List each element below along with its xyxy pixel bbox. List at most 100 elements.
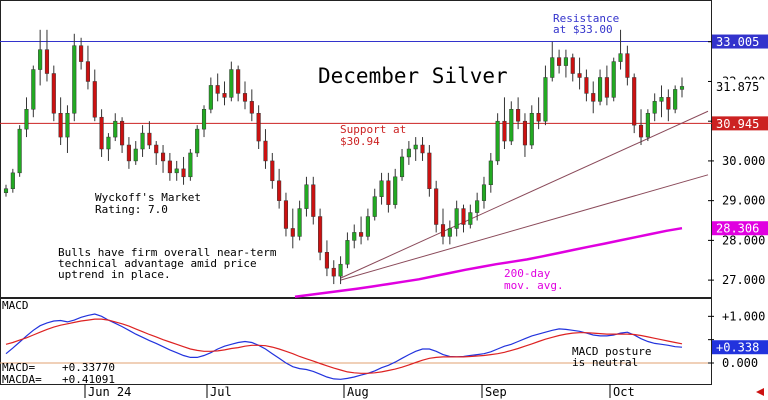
macd-note-line2: is neutral: [572, 356, 638, 369]
level-lines: [0, 41, 712, 124]
macd-signal-line: [5, 318, 683, 374]
candle-body: [509, 109, 514, 142]
candle-body: [638, 124, 644, 138]
candle-body: [645, 112, 650, 138]
candle-body: [283, 200, 289, 229]
candle-body: [3, 188, 9, 193]
x-tick-label: Oct: [613, 385, 635, 399]
candle-body: [236, 69, 241, 94]
candle-body: [529, 112, 534, 146]
y-tick-label: 30.000: [722, 154, 765, 168]
candle-body: [140, 132, 145, 150]
candle-body: [229, 69, 234, 98]
candle-body: [31, 69, 36, 110]
macd-line: [5, 313, 683, 380]
candle-body: [536, 112, 541, 122]
trend-lines: [340, 110, 709, 281]
candle-body: [495, 120, 500, 162]
trend-line2: [340, 174, 709, 281]
candle-body: [338, 263, 343, 277]
last-price-tag-text: 31.875: [716, 80, 759, 94]
support-annotation-line2: $30.94: [340, 135, 380, 148]
resistance-annotation-line1: Resistance: [553, 12, 619, 25]
candle-body: [666, 97, 671, 110]
candle-body: [434, 188, 439, 225]
resistance-tag-text: 33.005: [716, 35, 759, 49]
candle-body: [331, 267, 336, 277]
candle-body: [44, 49, 50, 74]
scroll-arrow-icon[interactable]: [756, 388, 764, 396]
resistance-tag-box: [712, 34, 768, 49]
candle-body: [242, 93, 248, 102]
candle-body: [290, 228, 295, 237]
ma-tag-box: [712, 221, 768, 236]
last-price-tag-box: [712, 79, 768, 94]
candle-body: [447, 228, 452, 237]
candle-body: [379, 180, 384, 197]
x-tick-label: Sep: [485, 385, 507, 399]
candle-body: [208, 85, 213, 110]
candle-body: [65, 112, 70, 138]
candle-body: [413, 144, 418, 150]
candle-body: [475, 200, 480, 213]
comment-line2: technical advantage amid price: [58, 257, 257, 270]
candle-body: [673, 89, 678, 110]
y-tick-label: 28.000: [722, 233, 765, 247]
price-tags: 33.005 31.875 30.945 28.306 +0.338: [712, 34, 768, 355]
macd-panel-frame: [0, 298, 712, 385]
price-panel-frame: [0, 0, 712, 298]
candle-body: [440, 224, 446, 237]
candle-body: [468, 212, 473, 225]
candle-body: [427, 152, 432, 189]
candle-body: [399, 156, 405, 178]
candle-body: [563, 57, 568, 66]
candle-body: [406, 148, 411, 158]
candle-body: [598, 77, 603, 102]
candle-body: [420, 144, 425, 154]
candle-body: [17, 128, 22, 174]
candle-body: [133, 148, 138, 162]
candle-body: [215, 85, 220, 94]
wyckoff-rating-line2: Rating: 7.0: [95, 203, 168, 216]
candle-body: [10, 172, 15, 189]
candle-body: [188, 152, 193, 178]
candle-body: [352, 232, 357, 241]
y-tick-label: 27.000: [722, 273, 765, 287]
macd-y-tick-label: 0.000: [722, 356, 758, 370]
candle-body: [79, 45, 84, 62]
candle-body: [181, 168, 186, 178]
candle-body: [454, 208, 459, 229]
candle-body: [263, 140, 268, 162]
candle-body: [557, 57, 562, 66]
candle-body: [161, 152, 166, 162]
macd-y-tick-label: +1.000: [722, 309, 765, 323]
candles: [3, 29, 685, 285]
candle-body: [372, 196, 377, 217]
candle-body: [277, 180, 282, 201]
macda-readout-name: MACDA=: [2, 373, 42, 386]
candle-body: [167, 160, 172, 174]
candle-body: [461, 208, 466, 225]
candle-body: [659, 97, 664, 102]
candle-body: [106, 136, 111, 150]
macd-label: MACD: [2, 299, 29, 312]
support-annotation-line1: Support at: [340, 123, 406, 136]
candle-body: [522, 120, 527, 146]
ma-annotation-line2: mov. avg.: [504, 279, 564, 292]
moving-average: [294, 226, 683, 299]
candle-body: [324, 252, 329, 269]
candle-body: [304, 184, 309, 209]
candle-body: [92, 81, 97, 118]
candle-body: [99, 116, 104, 150]
candle-body: [311, 184, 316, 217]
ma-annotation-line1: 200-day: [504, 267, 551, 280]
candle-body: [393, 176, 398, 205]
candle-body: [58, 112, 63, 138]
candle-body: [502, 120, 507, 142]
candle-body: [249, 101, 254, 114]
candle-body: [611, 61, 616, 98]
candle-body: [270, 160, 275, 182]
x-tick-label: Aug: [347, 385, 369, 399]
support-tag-box: [712, 116, 768, 131]
